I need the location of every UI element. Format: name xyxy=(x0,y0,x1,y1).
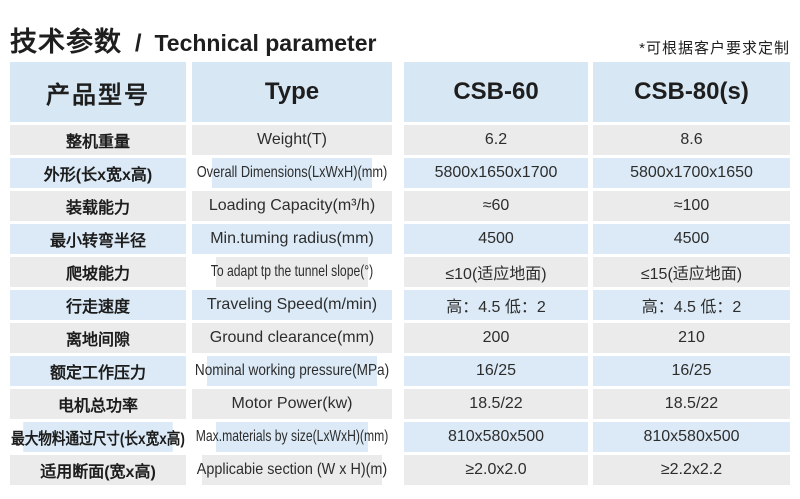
cell-label-en: To adapt tp the tunnel slope(°) xyxy=(211,257,373,287)
cell-value-csb80s: 8.6 xyxy=(593,125,790,155)
customization-note: *可根据客户要求定制 xyxy=(639,40,790,57)
cell-value-csb80s: ≥2.2x2.2 xyxy=(593,455,790,485)
row-min-turning-radius: 最小转弯半径 Min.tuming radius(mm) 4500 4500 xyxy=(10,224,790,254)
title-bar: 技术参数 / Technical parameter *可根据客户要求定制 xyxy=(10,12,790,58)
cell-value-csb60: ≥2.0x2.0 xyxy=(404,455,588,485)
cell-label-en: Loading Capacity(m³/h) xyxy=(192,191,392,221)
page-title: 技术参数 / Technical parameter xyxy=(10,20,376,59)
cell-value-csb80s: ≈100 xyxy=(593,191,790,221)
cell-value-csb60: 16/25 xyxy=(404,356,588,386)
cell-label-en: Min.tuming radius(mm) xyxy=(192,224,392,254)
cell-value-csb80s: 210 xyxy=(593,323,790,353)
cell-label-en: Traveling Speed(m/min) xyxy=(192,290,392,320)
cell-value-csb60: 810x580x500 xyxy=(404,422,588,452)
page-title-cn: 技术参数 xyxy=(10,27,122,57)
cell-value-csb60: 18.5/22 xyxy=(404,389,588,419)
cell-label-en: Motor Power(kw) xyxy=(192,389,392,419)
row-loading-capacity: 装载能力 Loading Capacity(m³/h) ≈60 ≈100 xyxy=(10,191,790,221)
cell-label-cn: 整机重量 xyxy=(10,125,186,155)
cell-label-cn: 最大物料通过尺寸(长x宽x高) xyxy=(11,422,185,452)
row-overall-dimensions: 外形(长x宽x高) Overall Dimensions(LxWxH)(mm) … xyxy=(10,158,790,188)
technical-parameter-table: 产品型号 Type CSB-60 CSB-80(s) 整机重量 Weight(T… xyxy=(10,62,790,488)
cell-label-cn: 额定工作压力 xyxy=(10,356,186,386)
cell-value-csb60: 5800x1650x1700 xyxy=(404,158,588,188)
cell-label-en: Applicabie section (W x H)(m) xyxy=(197,455,387,485)
cell-value-csb60: 4500 xyxy=(404,224,588,254)
row-weight: 整机重量 Weight(T) 6.2 8.6 xyxy=(10,125,790,155)
cell-value-csb60: ≤10(适应地面) xyxy=(404,257,588,287)
row-motor-power: 电机总功率 Motor Power(kw) 18.5/22 18.5/22 xyxy=(10,389,790,419)
cell-value-csb60: 高：4.5 低：2 xyxy=(404,290,588,320)
cell-value-csb60: 200 xyxy=(404,323,588,353)
cell-label-cn: 外形(长x宽x高) xyxy=(10,158,186,188)
cell-value-csb80s: 高：4.5 低：2 xyxy=(593,290,790,320)
cell-value-csb80s: 18.5/22 xyxy=(593,389,790,419)
row-applicable-section: 适用断面(宽x高) Applicabie section (W x H)(m) … xyxy=(10,455,790,485)
cell-value-csb80s: 16/25 xyxy=(593,356,790,386)
cell-label-en: Ground clearance(mm) xyxy=(192,323,392,353)
page-title-divider: / xyxy=(134,30,142,57)
cell-label-en: Overall Dimensions(LxWxH)(mm) xyxy=(197,158,387,188)
cell-value-csb80s: 5800x1700x1650 xyxy=(593,158,790,188)
cell-label-cn: 装载能力 xyxy=(10,191,186,221)
header-type: Type xyxy=(192,62,392,122)
row-ground-clearance: 离地间隙 Ground clearance(mm) 200 210 xyxy=(10,323,790,353)
cell-label-cn: 离地间隙 xyxy=(10,323,186,353)
row-working-pressure: 额定工作压力 Nominal working pressure(MPa) 16/… xyxy=(10,356,790,386)
cell-value-csb60: 6.2 xyxy=(404,125,588,155)
table-header-row: 产品型号 Type CSB-60 CSB-80(s) xyxy=(10,62,790,122)
header-product-model: 产品型号 xyxy=(10,62,186,122)
cell-value-csb60: ≈60 xyxy=(404,191,588,221)
row-slope-capacity: 爬坡能力 To adapt tp the tunnel slope(°) ≤10… xyxy=(10,257,790,287)
page-title-en: Technical parameter xyxy=(154,30,377,56)
row-traveling-speed: 行走速度 Traveling Speed(m/min) 高：4.5 低：2 高：… xyxy=(10,290,790,320)
cell-label-cn: 电机总功率 xyxy=(10,389,186,419)
header-csb60: CSB-60 xyxy=(404,62,588,122)
cell-label-cn: 最小转弯半径 xyxy=(10,224,186,254)
cell-label-en: Weight(T) xyxy=(192,125,392,155)
cell-value-csb80s: 810x580x500 xyxy=(593,422,790,452)
cell-label-cn: 适用断面(宽x高) xyxy=(10,455,186,485)
cell-value-csb80s: ≤15(适应地面) xyxy=(593,257,790,287)
header-csb80s: CSB-80(s) xyxy=(593,62,790,122)
cell-label-en: Nominal working pressure(MPa) xyxy=(195,356,389,386)
cell-label-cn: 行走速度 xyxy=(10,290,186,320)
row-max-material-size: 最大物料通过尺寸(长x宽x高) Max.materials by size(Lx… xyxy=(10,422,790,452)
cell-label-cn: 爬坡能力 xyxy=(10,257,186,287)
cell-value-csb80s: 4500 xyxy=(593,224,790,254)
cell-label-en: Max.materials by size(LxWxH)(mm) xyxy=(196,422,388,452)
